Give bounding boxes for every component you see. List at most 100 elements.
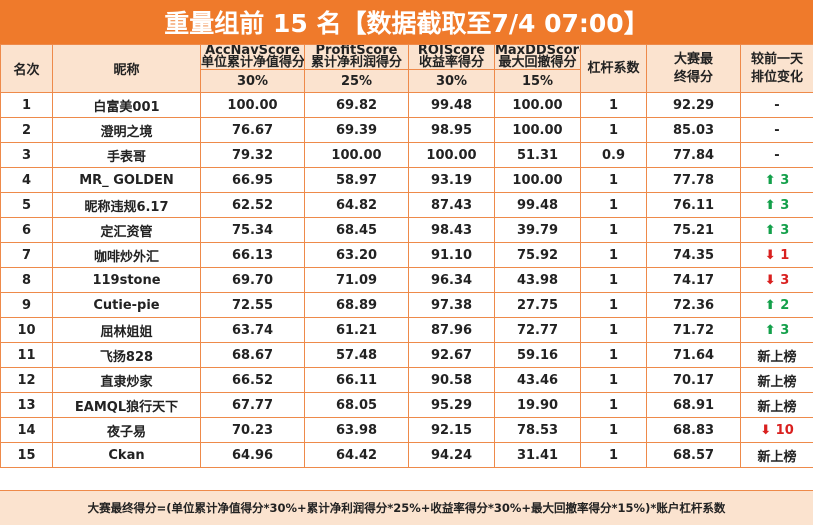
- mdd-weight: 15%: [495, 70, 581, 93]
- rank-change-value: -: [774, 123, 779, 138]
- rank-change-value: 新上榜: [757, 400, 796, 415]
- rank-change-cell: ⬆ 3: [741, 218, 813, 243]
- lever-header: 杠杆系数: [581, 45, 647, 93]
- rank-change-cell: ⬆ 3: [741, 168, 813, 193]
- profit-score-cell: 64.42: [305, 443, 409, 468]
- arrow-down-icon: ⬇: [765, 248, 780, 263]
- nickname-cell: 屈林姐姐: [53, 318, 201, 343]
- mdd-score-cell: 78.53: [495, 418, 581, 443]
- rank-cell: 1: [1, 93, 53, 118]
- final-header-line2: 终得分: [647, 69, 740, 87]
- nickname-cell: 定汇资管: [53, 218, 201, 243]
- acc-score-cell: 67.77: [201, 393, 305, 418]
- rank-cell: 5: [1, 193, 53, 218]
- profit-score-cell: 63.20: [305, 243, 409, 268]
- acc-score-cell: 66.95: [201, 168, 305, 193]
- profit-header: ProfitScore 累计净利润得分: [305, 45, 409, 70]
- rank-cell: 8: [1, 268, 53, 293]
- nickname-cell: 夜子易: [53, 418, 201, 443]
- rank-change-cell: 新上榜: [741, 368, 813, 393]
- rank-change-value: 3: [780, 173, 789, 188]
- rank-change-value: 2: [780, 298, 789, 313]
- rank-change-cell: 新上榜: [741, 343, 813, 368]
- final-header: 大赛最 终得分: [647, 45, 741, 93]
- nickname-cell: 119stone: [53, 268, 201, 293]
- arrow-up-icon: ⬆: [765, 298, 780, 313]
- mdd-score-cell: 72.77: [495, 318, 581, 343]
- final-score-cell: 72.36: [647, 293, 741, 318]
- mdd-score-cell: 75.92: [495, 243, 581, 268]
- lever-cell: 1: [581, 118, 647, 143]
- rank-cell: 3: [1, 143, 53, 168]
- final-score-cell: 71.64: [647, 343, 741, 368]
- mdd-score-cell: 99.48: [495, 193, 581, 218]
- arrow-down-icon: ⬇: [760, 423, 775, 438]
- rank-change-value: 10: [776, 423, 794, 438]
- lever-cell: 1: [581, 418, 647, 443]
- final-score-cell: 71.72: [647, 318, 741, 343]
- mdd-score-cell: 59.16: [495, 343, 581, 368]
- nickname-cell: 飞扬828: [53, 343, 201, 368]
- final-score-cell: 74.35: [647, 243, 741, 268]
- acc-score-cell: 79.32: [201, 143, 305, 168]
- mdd-score-cell: 100.00: [495, 93, 581, 118]
- lever-cell: 1: [581, 243, 647, 268]
- lever-cell: 1: [581, 293, 647, 318]
- nickname-cell: Cutie-pie: [53, 293, 201, 318]
- arrow-up-icon: ⬆: [765, 323, 780, 338]
- final-score-cell: 70.17: [647, 368, 741, 393]
- roi-score-cell: 91.10: [409, 243, 495, 268]
- acc-score-cell: 75.34: [201, 218, 305, 243]
- final-score-cell: 74.17: [647, 268, 741, 293]
- rank-change-cell: 新上榜: [741, 393, 813, 418]
- profit-score-cell: 58.97: [305, 168, 409, 193]
- rank-change-value: -: [774, 148, 779, 163]
- roi-score-cell: 87.96: [409, 318, 495, 343]
- rank-change-cell: -: [741, 143, 813, 168]
- nickname-header: 昵称: [53, 45, 201, 93]
- acc-score-cell: 63.74: [201, 318, 305, 343]
- final-score-cell: 68.83: [647, 418, 741, 443]
- lever-cell: 0.9: [581, 143, 647, 168]
- nickname-cell: 直隶炒家: [53, 368, 201, 393]
- formula-footer: 大赛最终得分=(单位累计净值得分*30%+累计净利润得分*25%+收益率得分*3…: [0, 490, 813, 525]
- nickname-cell: 白富美001: [53, 93, 201, 118]
- arrow-down-icon: ⬇: [765, 273, 780, 288]
- lever-cell: 1: [581, 193, 647, 218]
- nickname-cell: 咖啡炒外汇: [53, 243, 201, 268]
- profit-score-cell: 69.82: [305, 93, 409, 118]
- profit-score-cell: 69.39: [305, 118, 409, 143]
- roi-score-cell: 90.58: [409, 368, 495, 393]
- mdd-header: MaxDDScore 最大回撤得分: [495, 45, 581, 70]
- lever-cell: 1: [581, 368, 647, 393]
- profit-score-cell: 63.98: [305, 418, 409, 443]
- profit-score-cell: 68.89: [305, 293, 409, 318]
- profit-score-cell: 64.82: [305, 193, 409, 218]
- rank-cell: 7: [1, 243, 53, 268]
- rank-change-cell: -: [741, 118, 813, 143]
- roi-score-cell: 94.24: [409, 443, 495, 468]
- mdd-score-cell: 100.00: [495, 168, 581, 193]
- mdd-score-cell: 100.00: [495, 118, 581, 143]
- rank-cell: 6: [1, 218, 53, 243]
- nickname-cell: 昵称违规6.17: [53, 193, 201, 218]
- rank-change-value: 3: [780, 223, 789, 238]
- rank-change-cell: 新上榜: [741, 443, 813, 468]
- rank-change-cell: ⬆ 3: [741, 318, 813, 343]
- final-score-cell: 77.78: [647, 168, 741, 193]
- rank-cell: 14: [1, 418, 53, 443]
- rank-change-value: 3: [780, 323, 789, 338]
- nickname-cell: Ckan: [53, 443, 201, 468]
- nickname-cell: 手表哥: [53, 143, 201, 168]
- final-score-cell: 75.21: [647, 218, 741, 243]
- lever-cell: 1: [581, 443, 647, 468]
